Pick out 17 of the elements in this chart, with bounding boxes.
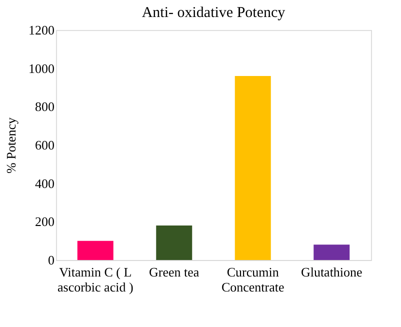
chart-title: Anti- oxidative Potency bbox=[142, 5, 286, 21]
x-tick-label: Glutathione bbox=[300, 264, 363, 280]
x-tick-label: Green tea bbox=[149, 264, 200, 280]
y-tick-label: 200 bbox=[35, 214, 54, 230]
bar bbox=[156, 226, 192, 260]
y-tick-label: 1200 bbox=[28, 22, 54, 38]
y-tick-label: 800 bbox=[35, 99, 54, 114]
x-tick-label: Curcumin Concentrate bbox=[221, 264, 284, 294]
y-tick-label: 0 bbox=[48, 252, 54, 268]
bar bbox=[234, 76, 271, 260]
bar bbox=[77, 240, 114, 260]
y-tick-label: 600 bbox=[35, 138, 54, 152]
bar bbox=[314, 244, 350, 260]
y-tick-label: 400 bbox=[35, 176, 54, 191]
y-axis-title: % Potency bbox=[4, 117, 18, 174]
x-tick-label: Vitamin C ( L ascorbic acid ) bbox=[57, 264, 134, 294]
y-tick-label: 1000 bbox=[28, 60, 54, 76]
